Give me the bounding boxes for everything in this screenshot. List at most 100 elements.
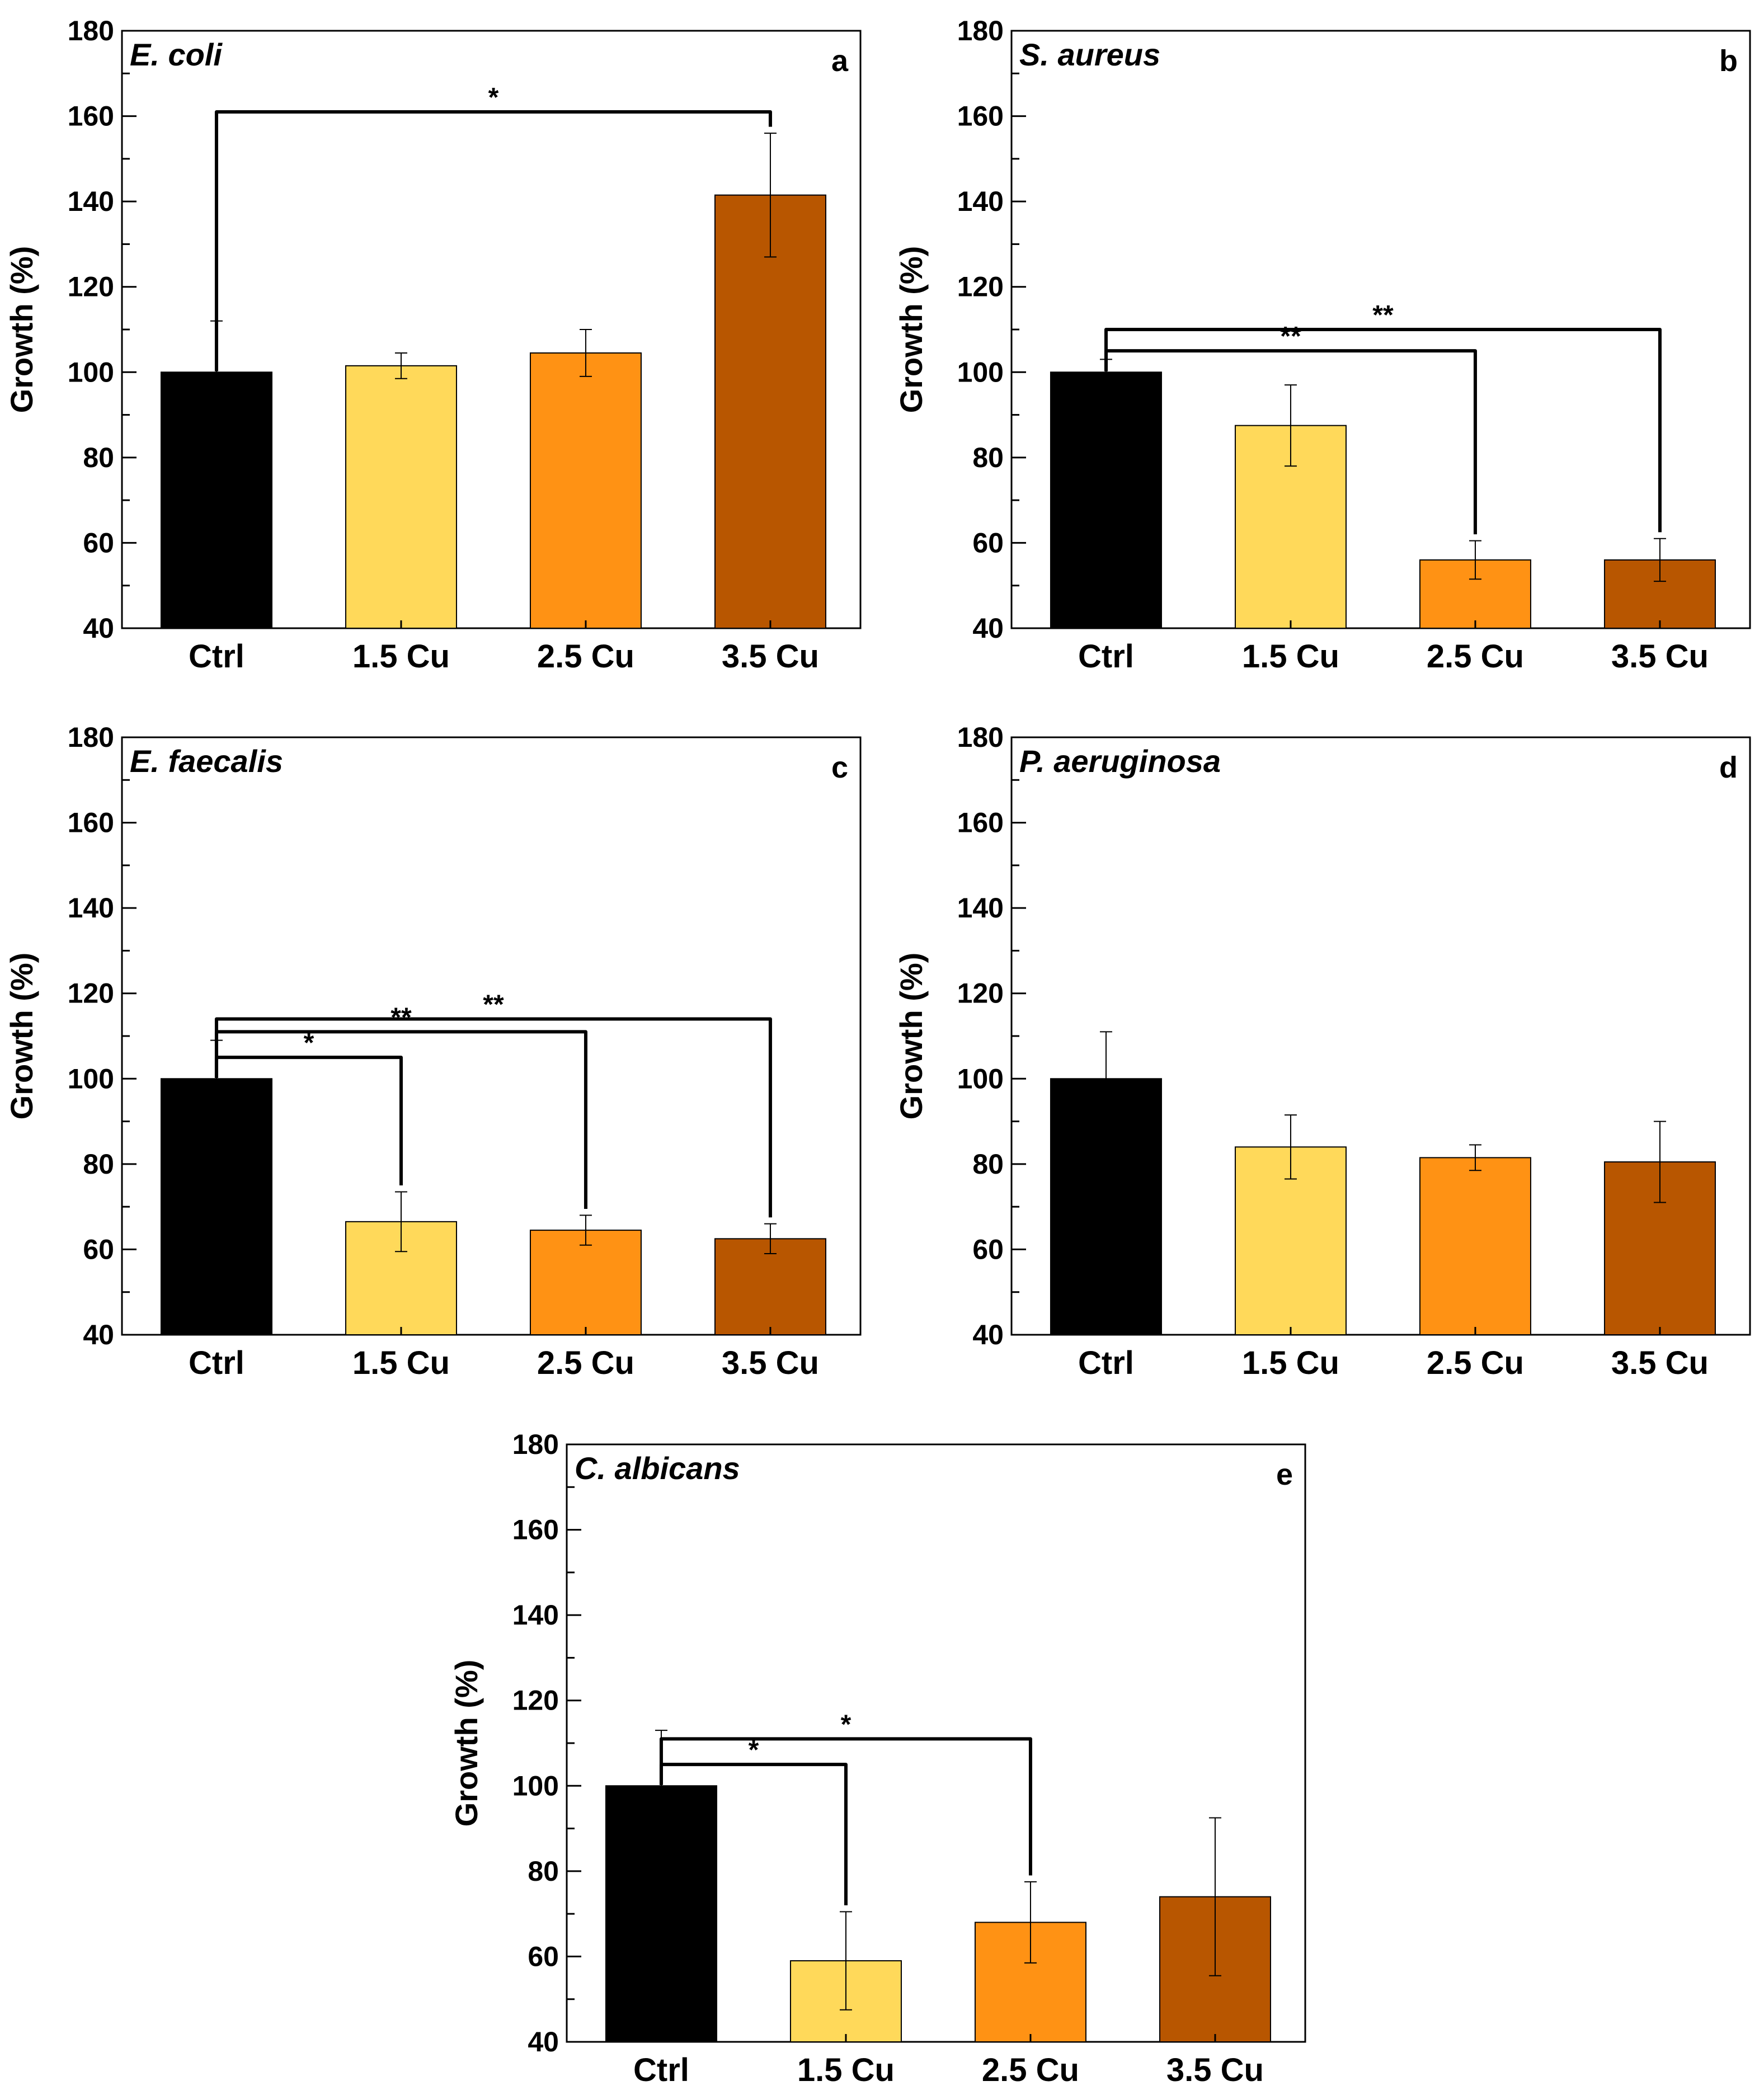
significance-label: ** (1280, 322, 1301, 351)
x-category-label: 1.5 Cu (352, 1345, 450, 1381)
y-tick-label: 160 (68, 807, 114, 839)
significance-label: * (304, 1028, 314, 1058)
panel-letter: b (1719, 44, 1738, 78)
panel-letter: c (831, 751, 848, 784)
x-category-label: 3.5 Cu (1166, 2052, 1264, 2088)
y-tick-label: 80 (972, 1148, 1004, 1180)
x-category-label: Ctrl (189, 638, 244, 675)
x-category-label: 1.5 Cu (1242, 1345, 1339, 1381)
y-tick-label: 60 (972, 1234, 1004, 1265)
y-tick-label: 60 (528, 1941, 559, 1972)
significance-bracket (214, 110, 772, 371)
bar-2-5-cu (529, 352, 642, 629)
y-tick-label: 80 (528, 1856, 559, 1887)
y-tick-label: 60 (83, 1234, 114, 1265)
y-tick-label: 100 (512, 1770, 559, 1801)
y-tick-label: 180 (512, 1429, 559, 1460)
y-tick-label: 160 (957, 101, 1004, 132)
panel-a: 40 60 80 100 120 140 160 180 Growth (%) E. coli a C… (4, 15, 862, 675)
bar-3-5-cu (714, 194, 826, 629)
y-tick-label: 40 (972, 613, 1004, 644)
species-title: E. faecalis (130, 743, 283, 779)
y-tick-label: 120 (68, 271, 114, 303)
y-tick-label: 100 (957, 1063, 1004, 1094)
y-tick-label: 160 (512, 1514, 559, 1546)
y-tick-label: 100 (68, 1063, 114, 1094)
bar-1-5-cu (345, 365, 457, 629)
significance-bracket (214, 1056, 403, 1185)
y-tick-label: 140 (957, 186, 1004, 217)
bar-2-5-cu (529, 1230, 642, 1336)
significance-bracket (1104, 328, 1662, 533)
y-tick-label: 80 (83, 442, 114, 473)
y-tick-label: 120 (512, 1685, 559, 1716)
panel-letter: e (1276, 1458, 1293, 1491)
panel-letter: a (831, 44, 849, 78)
y-axis-label: Growth (%) (893, 953, 929, 1120)
significance-label: * (749, 1735, 759, 1765)
species-title: P. aeruginosa (1019, 743, 1221, 779)
y-axis-label: Growth (%) (4, 246, 39, 413)
y-tick-label: 100 (957, 356, 1004, 388)
y-tick-label: 140 (957, 892, 1004, 924)
y-tick-label: 140 (68, 186, 114, 217)
y-tick-label: 160 (68, 101, 114, 132)
x-category-label: 2.5 Cu (537, 638, 634, 675)
significance-label: ** (483, 990, 504, 1019)
species-title: E. coli (130, 37, 223, 72)
y-tick-label: 40 (528, 2026, 559, 2058)
significance-bracket (659, 1737, 1032, 1876)
y-tick-label: 60 (83, 527, 114, 558)
x-category-label: 2.5 Cu (1427, 1345, 1524, 1381)
significance-label: ** (1372, 300, 1394, 330)
y-tick-label: 180 (68, 15, 114, 46)
x-category-label: 3.5 Cu (1611, 638, 1709, 675)
significance-bracket (1104, 349, 1477, 535)
bar-ctrl (1050, 371, 1162, 629)
panel-e: 40 60 80 100 120 140 160 180 Growth (%) C. albica… (449, 1429, 1306, 2088)
y-tick-label: 80 (83, 1148, 114, 1180)
bar-2-5-cu (1419, 1157, 1531, 1336)
x-category-label: 2.5 Cu (537, 1345, 634, 1381)
y-tick-label: 120 (957, 978, 1004, 1009)
y-tick-label: 40 (972, 1319, 1004, 1350)
y-tick-label: 120 (68, 978, 114, 1009)
species-title: C. albicans (575, 1451, 740, 1486)
y-tick-label: 140 (68, 892, 114, 924)
y-axis-label: Growth (%) (449, 1660, 484, 1827)
significance-bracket (659, 1763, 848, 1905)
significance-bracket (214, 1030, 587, 1209)
panel-d: 40 60 80 100 120 140 160 180 Growth (%) P. aerugi… (893, 722, 1751, 1381)
bar-3-5-cu (714, 1238, 826, 1336)
panel-letter: d (1719, 751, 1738, 784)
x-category-label: Ctrl (1078, 1345, 1134, 1381)
y-tick-label: 120 (957, 271, 1004, 303)
y-tick-label: 180 (957, 15, 1004, 46)
y-tick-label: 160 (957, 807, 1004, 839)
x-category-label: 3.5 Cu (722, 1345, 819, 1381)
x-category-label: 1.5 Cu (352, 638, 450, 675)
y-axis-label: Growth (%) (893, 246, 929, 413)
species-title: S. aureus (1019, 37, 1160, 72)
y-tick-label: 180 (957, 722, 1004, 753)
y-tick-label: 80 (972, 442, 1004, 473)
panel-c: 40 60 80 100 120 140 160 180 Growth (%) E. faecal… (4, 722, 862, 1381)
y-tick-label: 180 (68, 722, 114, 753)
x-category-label: Ctrl (1078, 638, 1134, 675)
x-category-label: 2.5 Cu (982, 2052, 1079, 2088)
x-category-label: 2.5 Cu (1427, 638, 1524, 675)
x-category-label: 3.5 Cu (1611, 1345, 1709, 1381)
y-tick-label: 40 (83, 1319, 114, 1350)
significance-label: ** (391, 1002, 412, 1032)
significance-bracket (214, 1017, 772, 1218)
x-category-label: 1.5 Cu (797, 2052, 895, 2088)
x-category-label: Ctrl (633, 2052, 689, 2088)
significance-label: * (841, 1710, 852, 1739)
panel-b: 40 60 80 100 120 140 160 180 Growth (%) S. aureus… (893, 15, 1751, 675)
x-category-label: 1.5 Cu (1242, 638, 1339, 675)
y-tick-label: 60 (972, 527, 1004, 558)
y-tick-label: 100 (68, 356, 114, 388)
x-category-label: Ctrl (189, 1345, 244, 1381)
x-category-label: 3.5 Cu (722, 638, 819, 675)
